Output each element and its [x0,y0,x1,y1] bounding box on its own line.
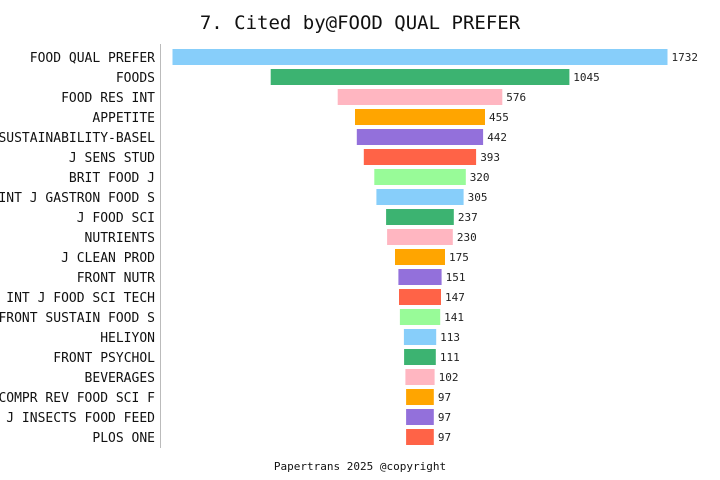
bar-3 [355,109,485,125]
value-label-1: 1045 [573,71,600,84]
category-label-15: FRONT PSYCHOL [53,351,155,366]
bar-15 [404,349,436,365]
category-label-3: APPETITE [92,111,155,126]
bar-18 [406,409,434,425]
category-label-0: FOOD QUAL PREFER [30,51,155,66]
bar-2 [337,89,503,105]
category-label-6: BRIT FOOD J [69,171,155,186]
category-label-8: J FOOD SCI [77,211,155,226]
bar-17 [406,389,434,405]
value-label-12: 147 [445,291,465,304]
category-label-10: J CLEAN PROD [61,251,155,266]
category-label-16: BEVERAGES [85,371,155,386]
bar-10 [395,249,445,265]
value-label-6: 320 [470,171,490,184]
value-label-18: 97 [438,411,451,424]
value-label-15: 111 [440,351,460,364]
bar-16 [405,369,435,385]
category-label-5: J SENS STUD [69,151,155,166]
value-label-10: 175 [449,251,469,264]
value-label-4: 442 [487,131,507,144]
value-label-13: 141 [444,311,464,324]
bar-9 [387,229,453,245]
bar-0 [172,49,668,65]
category-label-9: NUTRIENTS [85,231,155,246]
category-label-18: J INSECTS FOOD FEED [6,411,155,426]
category-label-11: FRONT NUTR [77,271,155,286]
bars-group: FOOD QUAL PREFER 1732 FOODS 1045 FOOD RES IN… [0,49,698,446]
footer-copyright: Papertrans 2025 @copyright [274,460,446,473]
value-label-0: 1732 [672,51,699,64]
bar-19 [406,429,434,445]
chart-title: 7. Cited by@FOOD QUAL PREFER [200,12,521,34]
category-label-17: COMPR REV FOOD SCI F [0,391,155,406]
value-label-3: 455 [489,111,509,124]
value-label-16: 102 [439,371,459,384]
value-label-2: 576 [506,91,526,104]
bar-1 [270,69,570,85]
category-label-4: SUSTAINABILITY-BASEL [0,131,155,146]
category-label-1: FOODS [116,71,155,86]
value-label-17: 97 [438,391,451,404]
bar-12 [399,289,441,305]
bar-11 [398,269,442,285]
value-label-5: 393 [480,151,500,164]
value-label-19: 97 [438,431,451,444]
bar-4 [356,129,484,145]
category-label-14: HELIYON [100,331,155,346]
value-label-14: 113 [440,331,460,344]
bar-5 [363,149,477,165]
category-label-13: FRONT SUSTAIN FOOD S [0,311,155,326]
value-label-7: 305 [468,191,488,204]
bar-7 [376,189,464,205]
bar-14 [403,329,437,345]
category-label-2: FOOD RES INT [61,91,155,106]
bar-8 [386,209,454,225]
bar-13 [399,309,441,325]
value-label-11: 151 [446,271,466,284]
category-label-12: INT J FOOD SCI TECH [6,291,155,306]
value-label-9: 230 [457,231,477,244]
category-label-7: INT J GASTRON FOOD S [0,191,155,206]
value-label-8: 237 [458,211,478,224]
bar-6 [374,169,466,185]
category-label-19: PLOS ONE [92,431,155,446]
